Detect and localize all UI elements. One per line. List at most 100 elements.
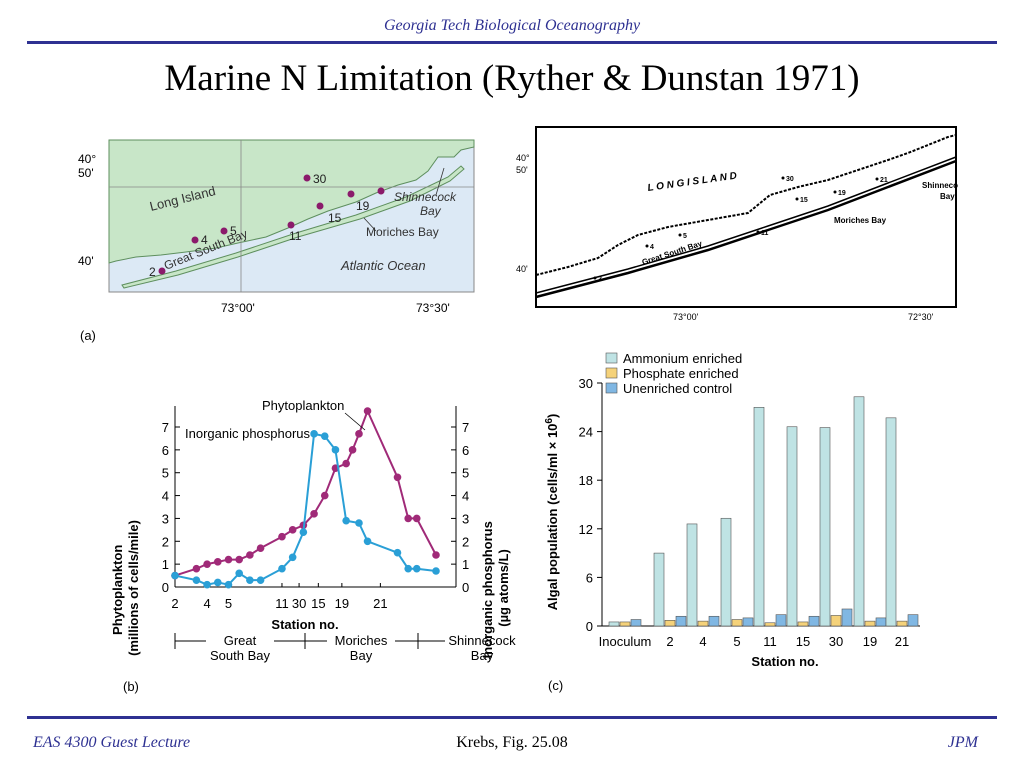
lon-label: 72°30' bbox=[908, 312, 934, 322]
map-label-shinnecock: Shinnecock bbox=[394, 190, 457, 204]
bar-unenriched-control bbox=[841, 608, 853, 627]
chart-c-xlabel: Station no. bbox=[751, 654, 818, 669]
station-dot bbox=[220, 227, 228, 235]
footer-rule bbox=[27, 716, 997, 719]
station-dot bbox=[347, 190, 355, 198]
lon-label: 73°30' bbox=[416, 301, 450, 315]
station-label: 11 bbox=[761, 230, 769, 237]
map-b-barrier2 bbox=[535, 156, 957, 294]
station-label: 19 bbox=[356, 199, 370, 213]
x-tick-label: 2 bbox=[666, 634, 673, 649]
data-point-phosphorus bbox=[320, 432, 329, 440]
station-dot bbox=[593, 276, 597, 280]
data-point-phytoplankton bbox=[224, 555, 233, 564]
bar-unenriched-control bbox=[675, 615, 687, 627]
chart-b-ylabel-left-line1: Phytoplankton bbox=[110, 545, 125, 635]
x-tick-label: 11 bbox=[275, 596, 289, 611]
y-tick-label-right: 2 bbox=[462, 534, 469, 549]
chart-c-ylabel-main: Algal population (cells/ml × 10 bbox=[545, 424, 560, 611]
legend-swatch bbox=[605, 382, 618, 394]
bar-unenriched-control bbox=[742, 617, 754, 627]
map-b-barrier bbox=[535, 159, 957, 299]
lon-label: 73°00' bbox=[221, 301, 255, 315]
bar-unenriched-control bbox=[875, 617, 887, 627]
station-dot bbox=[377, 187, 385, 195]
footer-center: Krebs, Fig. 25.08 bbox=[456, 734, 568, 751]
data-point-phytoplankton bbox=[363, 407, 372, 415]
bar-ammonium-enriched bbox=[885, 417, 897, 627]
label-leader bbox=[344, 412, 366, 431]
data-point-phytoplankton bbox=[348, 446, 357, 454]
station-dot bbox=[287, 221, 295, 229]
panel-label-b: (b) bbox=[123, 679, 139, 694]
y-tick-label-left: 7 bbox=[162, 420, 169, 435]
panel-label-c: (c) bbox=[548, 678, 563, 693]
chart-b-ylabel-left-line2: (millions of cells/mile) bbox=[126, 520, 141, 656]
data-point-phytoplankton bbox=[404, 514, 412, 523]
region-label-bg bbox=[206, 633, 274, 649]
station-dot bbox=[833, 190, 837, 194]
station-label: 4 bbox=[201, 233, 208, 247]
lat-label: 40° bbox=[516, 153, 530, 163]
y-tick-label-left: 3 bbox=[162, 511, 169, 526]
y-tick-label-right: 5 bbox=[462, 466, 469, 481]
data-point-phytoplankton bbox=[246, 551, 254, 559]
station-dot bbox=[795, 197, 799, 201]
bar-phosphate-enriched bbox=[797, 621, 809, 627]
data-point-phosphorus bbox=[171, 571, 179, 580]
station-label: 19 bbox=[838, 190, 846, 197]
data-point-phytoplankton bbox=[342, 459, 350, 468]
station-dot bbox=[158, 267, 166, 275]
data-point-phosphorus bbox=[235, 569, 243, 578]
bar-phosphate-enriched bbox=[731, 619, 743, 627]
data-point-phytoplankton bbox=[278, 532, 286, 541]
y-tick-label-right: 3 bbox=[462, 511, 469, 526]
bar-phosphate-enriched bbox=[664, 620, 676, 627]
bar-ammonium-enriched bbox=[720, 517, 732, 627]
legend-swatch bbox=[605, 352, 618, 364]
header-title: Georgia Tech Biological Oceanography bbox=[383, 17, 641, 34]
data-point-phosphorus bbox=[342, 516, 350, 525]
y-tick-label-left: 2 bbox=[162, 534, 169, 549]
station-label: 2 bbox=[598, 276, 602, 283]
station-label: 2 bbox=[149, 265, 156, 279]
x-tick-label: 19 bbox=[335, 596, 349, 611]
bar-unenriched-control bbox=[907, 614, 919, 627]
data-point-phytoplankton bbox=[288, 526, 297, 534]
lat-label: 50' bbox=[516, 165, 528, 175]
data-point-phytoplankton bbox=[393, 473, 402, 482]
y-tick-label: 30 bbox=[579, 376, 593, 391]
chart-b-marks: 0 01 12 23 34 45 56 67 72 4 5 11 30 15 19 21GreatSouth … bbox=[162, 406, 516, 663]
y-tick-label: 0 bbox=[586, 619, 593, 634]
region-label-bg bbox=[448, 633, 516, 649]
station-dot bbox=[303, 174, 311, 182]
chart-b-ylabel-left: Phytoplankton (millions of cells/mile) bbox=[110, 520, 141, 656]
x-tick-label: 21 bbox=[373, 596, 387, 611]
chart-c-ylabel-close: ) bbox=[545, 414, 560, 418]
map-b-frame bbox=[535, 126, 957, 308]
station-label: 5 bbox=[683, 233, 687, 240]
station-dot bbox=[875, 177, 879, 181]
y-tick-label: 12 bbox=[579, 522, 593, 537]
data-point-phosphorus bbox=[363, 537, 372, 546]
map-land bbox=[108, 139, 475, 264]
chart-b-xlabel: Station no. bbox=[271, 617, 338, 632]
map-label-shinnecock-bay: Bay bbox=[420, 204, 442, 218]
station-dot bbox=[781, 176, 785, 180]
data-point-phosphorus bbox=[393, 548, 402, 557]
chart-b-ylabel-right: Inorganic phosphorus (µg atoms/L) bbox=[480, 518, 511, 659]
map-b-label-shinnecock: Shinnecock bbox=[922, 181, 958, 190]
bar-unenriched-control bbox=[708, 615, 720, 627]
y-tick-label: 18 bbox=[579, 473, 593, 488]
data-point-phytoplankton bbox=[192, 564, 201, 573]
data-point-phosphorus bbox=[412, 564, 421, 573]
bar-phosphate-enriched bbox=[764, 622, 776, 627]
station-label: 5 bbox=[230, 224, 237, 238]
station-dot bbox=[316, 202, 324, 210]
station-labels: 2 4 5 11 30 15 19 21 bbox=[593, 176, 888, 283]
x-tick-label: 4 bbox=[699, 634, 706, 649]
y-tick-label-right: 1 bbox=[462, 557, 469, 572]
y-tick-label-left: 5 bbox=[162, 466, 169, 481]
